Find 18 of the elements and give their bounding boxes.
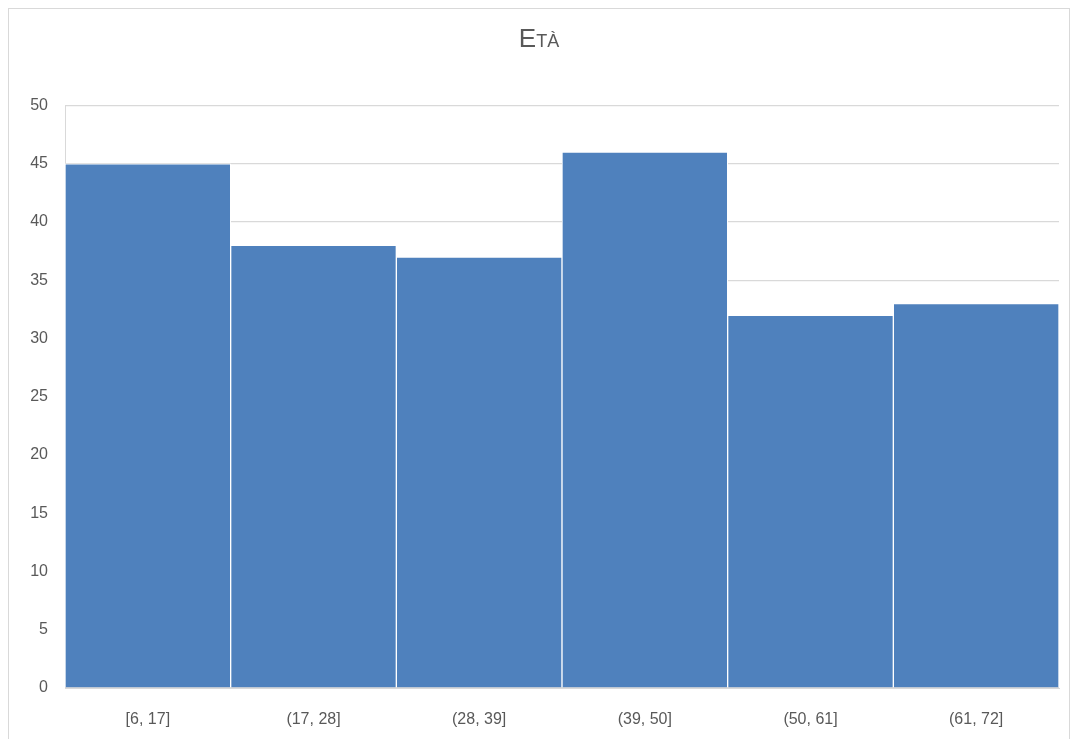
x-tick-label: (17, 28]	[286, 710, 341, 728]
x-tick-label: (61, 72]	[949, 710, 1004, 728]
x-tick-label: [6, 17]	[125, 710, 171, 728]
y-tick-label: 10	[30, 561, 49, 579]
x-tick-label: (50, 61]	[783, 710, 838, 728]
y-tick-label: 25	[30, 387, 49, 405]
y-tick-label: 40	[30, 212, 49, 230]
x-tick-label: (28, 39]	[452, 710, 507, 728]
y-tick-label: 5	[39, 620, 49, 638]
y-tick-label: 45	[30, 154, 49, 172]
y-tick-label: 20	[30, 445, 49, 463]
y-tick-label: 30	[30, 328, 49, 346]
y-tick-label: 35	[30, 270, 49, 288]
y-tick-label: 0	[39, 678, 49, 696]
chart-title: Età	[517, 22, 561, 55]
x-tick-label: (39, 50]	[617, 710, 672, 728]
y-tick-label: 50	[30, 96, 49, 114]
y-tick-label: 15	[30, 503, 49, 521]
